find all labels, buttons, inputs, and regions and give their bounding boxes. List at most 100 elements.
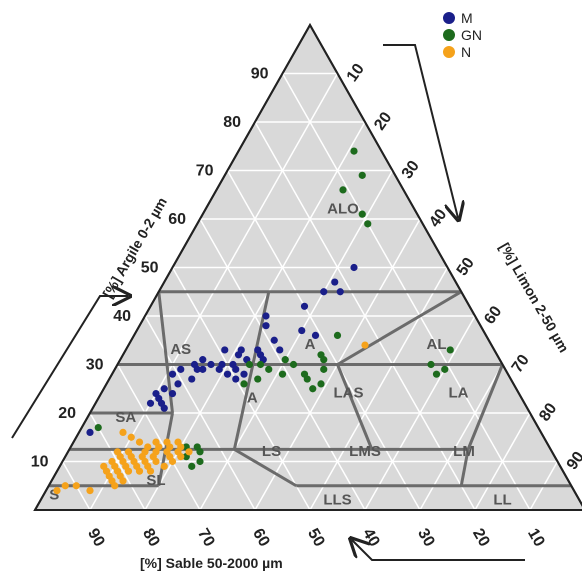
silt-tick-label: 70 [509, 352, 533, 376]
silt-axis-title: [%] Limon 2-50 µm [496, 240, 572, 355]
data-point-gn [281, 356, 289, 364]
data-point-gn [427, 360, 435, 369]
data-point-n [152, 457, 160, 466]
clay-tick-label: 40 [113, 308, 131, 325]
data-point-m [199, 365, 207, 373]
legend-item-n: N [443, 44, 471, 60]
legend-label-n: N [461, 44, 471, 60]
data-point-gn [358, 171, 366, 179]
data-point-n [61, 482, 69, 490]
legend-label-gn: GN [461, 27, 482, 43]
zone-label-a: A [247, 389, 258, 406]
grid-line-silt [199, 170, 394, 511]
data-point-gn [446, 346, 454, 354]
sand-tick-label: 50 [304, 526, 328, 550]
data-point-m [336, 288, 344, 296]
zone-label-a: A [305, 336, 316, 353]
zone-label-las: LAS [334, 385, 364, 402]
data-point-m [232, 365, 240, 373]
data-point-m [221, 346, 229, 354]
sand-tick-label: 70 [194, 526, 218, 550]
silt-tick-label: 30 [399, 158, 423, 182]
sand-tick-label: 30 [414, 526, 438, 550]
data-point-gn [240, 380, 248, 388]
sand-tick-label: 10 [524, 526, 548, 550]
data-point-m [262, 312, 270, 320]
data-point-m [300, 302, 309, 310]
data-point-m [276, 346, 284, 354]
zone-label-lm: LM [453, 443, 475, 460]
zone-label-s: S [49, 486, 59, 503]
zone-boundary [459, 449, 470, 487]
data-point-gn [333, 331, 342, 339]
silt-tick-label: 10 [344, 61, 368, 85]
data-point-m [331, 278, 339, 286]
zone-label-alo: ALO [327, 200, 359, 217]
data-point-n [53, 487, 61, 495]
data-point-gn [350, 147, 358, 155]
clay-axis-title: [%] Argile 0-2 µm [99, 194, 170, 300]
data-point-n [119, 477, 127, 485]
data-point-n [135, 438, 144, 446]
data-point-m [86, 428, 94, 436]
grid-line-sand [226, 170, 421, 511]
silt-tick-label: 60 [481, 303, 505, 327]
series-n [53, 341, 369, 495]
zone-boundary [233, 448, 298, 488]
silt-tick-label: 40 [426, 206, 450, 230]
sand-tick-label: 90 [84, 526, 108, 550]
data-point-n [168, 457, 177, 466]
zone-boundary [336, 290, 463, 366]
data-point-m [168, 390, 177, 398]
data-point-gn [256, 360, 265, 369]
zone-label-lms: LMS [349, 443, 381, 460]
data-point-m [223, 370, 232, 378]
legend-label-m: M [461, 10, 473, 26]
data-point-n [119, 428, 127, 436]
clay-tick-label: 30 [86, 357, 104, 374]
sand-tick-label: 20 [469, 526, 493, 550]
data-point-gn [309, 385, 317, 393]
data-point-m [311, 331, 320, 339]
zone-label-ls: LS [262, 443, 281, 460]
data-point-m [160, 385, 168, 393]
legend-swatch-n [443, 46, 455, 58]
data-point-gn [196, 448, 204, 456]
legend-item-m: M [443, 10, 473, 26]
data-point-gn [94, 423, 102, 432]
data-point-m [262, 322, 270, 330]
data-point-gn [339, 186, 347, 194]
clay-tick-label: 80 [223, 114, 241, 131]
data-point-n [361, 341, 369, 349]
clay-direction-arrow [11, 296, 128, 439]
data-point-gn [188, 462, 196, 470]
sand-tick-label: 60 [249, 526, 273, 550]
data-point-m [168, 370, 177, 378]
data-point-n [146, 467, 155, 475]
sand-axis-title: [%] Sable 50-2000 µm [140, 555, 283, 571]
data-point-gn [358, 210, 366, 218]
data-point-m [146, 399, 155, 407]
data-point-n [127, 433, 135, 441]
triangle-outline [33, 22, 582, 511]
data-point-n [177, 453, 185, 461]
legend-swatch-m [443, 12, 455, 24]
sand-tick-label: 40 [359, 526, 383, 550]
silt-tick-label: 80 [536, 400, 560, 424]
data-point-gn [278, 370, 287, 378]
data-point-m [270, 336, 278, 344]
silt-direction-arrow [383, 44, 458, 218]
data-point-m [177, 365, 185, 373]
data-point-gn [303, 375, 311, 383]
series-m [86, 263, 358, 436]
grid-line-silt [364, 315, 476, 511]
zone-label-sl: SL [146, 472, 165, 489]
data-point-gn [245, 360, 254, 369]
legend-item-gn: GN [443, 27, 482, 43]
data-point-m [193, 365, 201, 373]
zone-label-ll: LL [493, 491, 511, 508]
clay-tick-label: 50 [141, 260, 159, 277]
data-point-gn [320, 356, 328, 364]
sand-direction-arrow [352, 540, 525, 561]
